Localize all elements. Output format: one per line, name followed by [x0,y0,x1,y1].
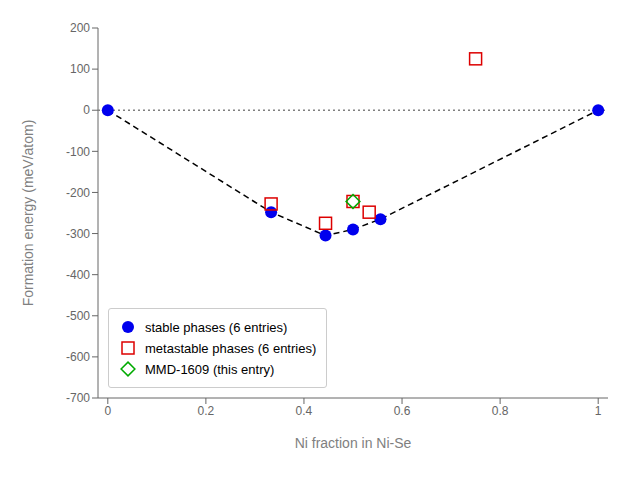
svg-text:0.2: 0.2 [198,404,215,418]
svg-text:0: 0 [104,404,111,418]
svg-text:100: 100 [70,62,90,76]
svg-text:-100: -100 [66,145,90,159]
svg-text:-300: -300 [66,227,90,241]
svg-text:-500: -500 [66,309,90,323]
html-text:stable phases (6 entries): stable phases (6 entries) [145,319,288,335]
svg-text:0.4: 0.4 [296,404,313,418]
html-text:MMD-1609 (this entry): MMD-1609 (this entry) [145,361,275,377]
svg-text:-600: -600 [66,350,90,364]
svg-text:200: 200 [70,21,90,35]
svg-text:Formation energy (meV/atom): Formation energy (meV/atom) [20,120,36,307]
svg-text:-400: -400 [66,268,90,282]
html-text:metastable phases (6 entries): metastable phases (6 entries) [145,340,317,356]
svg-text:-200: -200 [66,186,90,200]
svg-text:0.8: 0.8 [492,404,509,418]
svg-text:0.6: 0.6 [394,404,411,418]
svg-text:1: 1 [595,404,602,418]
svg-text:Ni fraction in Ni-Se: Ni fraction in Ni-Se [295,435,412,451]
svg-text:0: 0 [83,103,90,117]
svg-text:-700: -700 [66,391,90,405]
